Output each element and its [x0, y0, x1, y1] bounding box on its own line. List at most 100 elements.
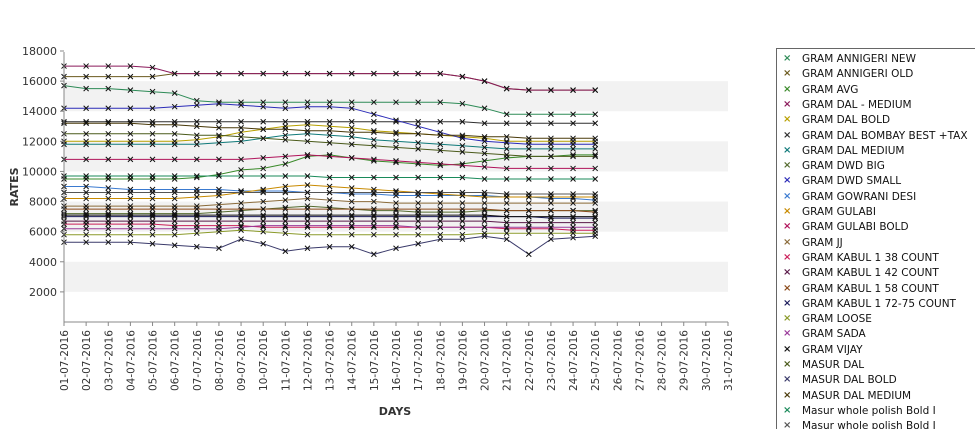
data-point [127, 195, 134, 202]
series [61, 63, 599, 93]
data-point [105, 105, 112, 112]
series [61, 118, 599, 127]
data-point [105, 141, 112, 148]
data-point [548, 219, 554, 226]
data-point [216, 124, 222, 131]
y-tick-label: 10000 [22, 165, 57, 178]
data-point [171, 156, 178, 163]
data-point [415, 70, 421, 77]
data-point [503, 165, 510, 172]
data-point [459, 142, 466, 149]
x-tick-label: 09-07-2016 [236, 330, 248, 391]
x-tick-label: 20-07-2016 [480, 330, 492, 391]
data-point [149, 212, 156, 218]
data-point [193, 206, 200, 212]
data-point [371, 222, 377, 229]
data-point [525, 224, 532, 231]
data-point [260, 222, 267, 229]
x-tick-label: 17-07-2016 [413, 330, 425, 391]
legend-label: GRAM GULABI [802, 206, 876, 218]
data-point [503, 111, 510, 118]
data-point [437, 206, 444, 212]
x-tick-label: 28-07-2016 [657, 330, 669, 391]
legend-marker-icon: × [783, 328, 792, 340]
data-point [548, 165, 554, 172]
data-point [304, 127, 311, 134]
legend-marker-icon: × [783, 221, 792, 233]
x-tick-label: 21-07-2016 [502, 330, 514, 391]
data-point [193, 97, 200, 104]
data-point [481, 78, 488, 84]
data-point [260, 103, 267, 110]
data-point [326, 243, 333, 250]
data-point [171, 189, 178, 196]
data-point [548, 191, 554, 197]
data-point [570, 234, 576, 241]
data-point [481, 144, 488, 151]
data-point [348, 212, 355, 218]
data-point [592, 111, 599, 118]
legend-marker-icon: × [783, 420, 792, 429]
data-point [282, 189, 289, 196]
legend-marker-icon: × [783, 404, 792, 416]
data-point [415, 240, 421, 247]
legend: × GRAM ANNIGERI NEW × GRAM ANNIGERI OLD × GRA… [776, 48, 975, 429]
x-tick-label: 08-07-2016 [214, 330, 226, 391]
data-point [83, 156, 89, 163]
data-point [149, 206, 156, 212]
data-point [371, 156, 377, 163]
data-point [481, 158, 488, 164]
data-point [570, 120, 576, 127]
data-point [570, 230, 576, 237]
data-point [548, 176, 554, 182]
y-tick-label: 12000 [22, 135, 57, 148]
legend-marker-icon: × [783, 114, 792, 126]
data-point [481, 224, 488, 231]
series [61, 218, 599, 226]
data-point [348, 206, 355, 212]
data-point [282, 70, 289, 77]
data-point [592, 176, 599, 182]
data-point [304, 218, 311, 224]
data-point [592, 224, 599, 231]
data-point [105, 185, 112, 191]
data-point [260, 99, 267, 106]
data-point [592, 146, 599, 152]
data-point [326, 189, 333, 196]
legend-label: GRAM DAL BOMBAY BEST +TAX [802, 129, 968, 142]
data-point [193, 243, 200, 250]
data-point [326, 132, 333, 139]
data-point [481, 212, 488, 218]
legend-marker-icon: × [783, 343, 792, 355]
data-point [326, 222, 333, 229]
data-point [525, 219, 532, 226]
data-point [525, 200, 532, 206]
data-point [216, 156, 222, 163]
data-point [238, 138, 244, 145]
data-point [548, 153, 554, 160]
series-line [64, 235, 596, 255]
x-tick-label: 18-07-2016 [435, 330, 447, 391]
data-point [503, 219, 510, 226]
data-point [127, 218, 134, 224]
x-tick-label: 03-07-2016 [103, 330, 115, 391]
data-point [348, 124, 355, 131]
data-point [149, 121, 156, 128]
data-point [149, 88, 156, 95]
legend-label: GRAM DAL BOLD [802, 114, 891, 127]
data-point [127, 120, 134, 127]
grid-band [64, 261, 728, 292]
data-point [570, 146, 576, 152]
series [61, 222, 599, 232]
legend-label: Masur whole polish Bold I [802, 420, 936, 429]
data-point [282, 118, 289, 125]
data-point [149, 218, 156, 224]
data-point [304, 99, 311, 106]
data-point [127, 63, 134, 69]
data-point [570, 165, 576, 172]
data-point [105, 156, 112, 163]
data-point [171, 231, 178, 238]
data-point [548, 120, 554, 127]
data-point [570, 191, 576, 197]
